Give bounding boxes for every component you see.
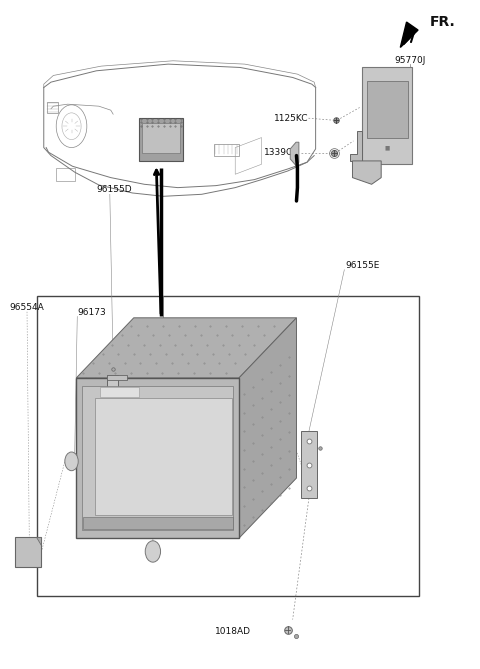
Polygon shape bbox=[290, 142, 299, 166]
Bar bbox=[83, 517, 233, 529]
Text: 96173: 96173 bbox=[77, 308, 106, 317]
Bar bbox=[96, 398, 232, 514]
Circle shape bbox=[145, 541, 160, 562]
Bar bbox=[56, 168, 75, 181]
Polygon shape bbox=[239, 318, 297, 538]
Text: 1339CC: 1339CC bbox=[264, 149, 300, 157]
Text: 96155D: 96155D bbox=[96, 185, 132, 194]
Bar bbox=[15, 537, 41, 567]
Polygon shape bbox=[76, 318, 297, 378]
Bar bbox=[140, 118, 182, 161]
Bar bbox=[100, 387, 139, 397]
Bar bbox=[108, 375, 118, 418]
Text: 95770J: 95770J bbox=[394, 56, 426, 66]
Bar bbox=[367, 81, 408, 138]
Bar bbox=[82, 386, 233, 530]
Polygon shape bbox=[400, 22, 418, 47]
Text: 96560F: 96560F bbox=[162, 332, 196, 341]
Text: 96173: 96173 bbox=[139, 394, 167, 403]
Bar bbox=[301, 432, 317, 498]
Polygon shape bbox=[362, 68, 412, 165]
Text: 1018AD: 1018AD bbox=[215, 627, 251, 636]
Text: ■: ■ bbox=[384, 145, 390, 150]
Polygon shape bbox=[36, 537, 41, 545]
Bar bbox=[142, 123, 180, 153]
Text: 96554A: 96554A bbox=[9, 303, 44, 312]
Circle shape bbox=[65, 452, 78, 471]
Polygon shape bbox=[350, 131, 362, 161]
Text: 1125KC: 1125KC bbox=[274, 114, 308, 122]
Text: 96155E: 96155E bbox=[345, 260, 380, 270]
Text: FR.: FR. bbox=[430, 15, 456, 29]
Bar bbox=[36, 296, 420, 596]
Bar bbox=[108, 375, 127, 380]
Bar bbox=[214, 144, 239, 156]
Bar bbox=[76, 378, 239, 538]
Polygon shape bbox=[352, 161, 381, 184]
